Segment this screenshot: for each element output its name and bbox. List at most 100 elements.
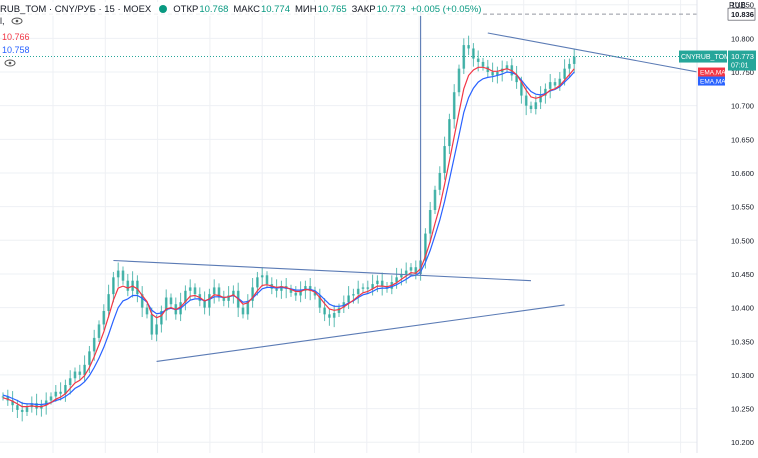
candle-body bbox=[356, 288, 360, 295]
indicator-row-1: l, bbox=[0, 16, 23, 26]
ema-red-tag bbox=[698, 67, 725, 77]
candle-body bbox=[227, 295, 230, 301]
candle-body bbox=[534, 102, 538, 110]
candle-body bbox=[280, 286, 283, 291]
candle-body bbox=[553, 82, 557, 86]
crosshair-price-text: 10.836 bbox=[731, 10, 754, 19]
candle-body bbox=[6, 396, 10, 401]
candle-body bbox=[251, 287, 254, 301]
trendline-upper-triangle-top bbox=[113, 259, 532, 282]
candle-body bbox=[515, 75, 518, 83]
currency-label: RUB bbox=[729, 1, 746, 10]
candle-body bbox=[400, 273, 403, 278]
candle-body bbox=[313, 290, 317, 296]
candle-body bbox=[155, 324, 158, 335]
visibility-eye-icon[interactable] bbox=[11, 17, 23, 25]
price-axis-tick-label: 10.500 bbox=[731, 236, 754, 245]
candle-body bbox=[414, 267, 418, 274]
indicator-row-4 bbox=[4, 59, 16, 67]
candle-body bbox=[16, 405, 19, 410]
candle-body bbox=[318, 295, 322, 308]
price-axis-tick-label: 10.850 bbox=[731, 1, 754, 10]
candle-body bbox=[424, 233, 427, 261]
candle-body bbox=[337, 307, 341, 313]
candle-body bbox=[568, 63, 571, 69]
price-axis-tick-label: 10.750 bbox=[731, 68, 754, 77]
ema-fast-line bbox=[2, 66, 575, 408]
candle-body bbox=[352, 294, 355, 296]
last-price-tag bbox=[728, 50, 756, 71]
symbol-legend: RUB_TOM · CNY/РУБ · 15 · MOEX ОТКР 10.76… bbox=[0, 2, 482, 16]
price-axis-tick-label: 10.250 bbox=[731, 405, 754, 414]
candle-body bbox=[294, 292, 298, 296]
candle-body bbox=[558, 78, 562, 86]
candle-body bbox=[428, 210, 432, 234]
candle-body bbox=[97, 324, 101, 338]
symbol-tag-text: CNYRUB_TOM bbox=[681, 54, 730, 61]
candle-body bbox=[188, 287, 192, 291]
candle-body bbox=[136, 280, 139, 295]
candle-body bbox=[241, 307, 245, 315]
price-axis-tick-label: 10.200 bbox=[731, 438, 754, 447]
ema-blue-tag-text: EMA,MA bbox=[700, 79, 726, 86]
indicator-row-2: 10.766 bbox=[2, 32, 30, 42]
candle-body bbox=[563, 68, 566, 79]
price-axis-tick-label: 10.700 bbox=[731, 102, 754, 111]
candle-body bbox=[467, 45, 470, 49]
indicator-value-red: 10.766 bbox=[2, 32, 30, 42]
candle-body bbox=[20, 409, 24, 412]
candle-body bbox=[328, 314, 331, 318]
candle-body bbox=[68, 378, 72, 386]
candle-body bbox=[102, 310, 106, 325]
candle-body bbox=[404, 270, 408, 274]
candle-body bbox=[529, 105, 533, 110]
candle-body bbox=[332, 312, 336, 318]
candle-body bbox=[409, 267, 413, 271]
candle-body bbox=[496, 72, 499, 76]
candle-body bbox=[246, 300, 250, 315]
candle-body bbox=[116, 270, 120, 278]
countdown-text: 07:01 bbox=[731, 63, 749, 70]
trendline-lower-triangle-bottom bbox=[156, 304, 565, 363]
visibility-eye-icon[interactable] bbox=[4, 59, 16, 67]
candle-body bbox=[222, 297, 226, 301]
candle-body bbox=[260, 275, 264, 278]
candle-body bbox=[433, 189, 437, 211]
candle-body bbox=[88, 351, 91, 365]
candle-body bbox=[121, 270, 125, 281]
candle-body bbox=[256, 277, 259, 288]
ema-blue-tag bbox=[698, 76, 725, 86]
candle-body bbox=[25, 407, 29, 412]
candle-body bbox=[520, 82, 523, 96]
candle-body bbox=[299, 290, 302, 296]
market-open-status-icon bbox=[159, 5, 168, 13]
open-label: ОТКР bbox=[173, 3, 199, 15]
candle-body bbox=[366, 287, 370, 289]
crosshair-price-tag bbox=[727, 7, 756, 21]
candle-body bbox=[462, 45, 466, 69]
candle-body bbox=[203, 300, 206, 308]
low-value: 10.765 bbox=[317, 3, 347, 15]
candle-body bbox=[395, 277, 398, 283]
candle-body bbox=[184, 290, 187, 303]
candle-body bbox=[385, 286, 389, 289]
symbol-title[interactable]: RUB_TOM · CNY/РУБ · 15 · MOEX bbox=[0, 3, 152, 15]
candle-body bbox=[452, 92, 456, 120]
candle-body bbox=[380, 280, 384, 287]
candle-body bbox=[347, 295, 350, 303]
candle-body bbox=[544, 88, 547, 96]
indicator-value-blue: 10.758 bbox=[2, 45, 30, 55]
candle-body bbox=[59, 391, 62, 394]
ema-red-tag-text: EMA,MA bbox=[700, 70, 726, 77]
candle-body bbox=[107, 294, 110, 311]
candle-body bbox=[49, 396, 53, 401]
candle-body bbox=[150, 314, 154, 335]
candle-body bbox=[208, 294, 211, 308]
change-value: +0.005 (+0.05%) bbox=[410, 3, 482, 15]
high-value: 10.774 bbox=[260, 3, 290, 15]
candle-body bbox=[232, 290, 235, 296]
candle-body bbox=[448, 119, 451, 147]
candle-body bbox=[73, 371, 77, 379]
